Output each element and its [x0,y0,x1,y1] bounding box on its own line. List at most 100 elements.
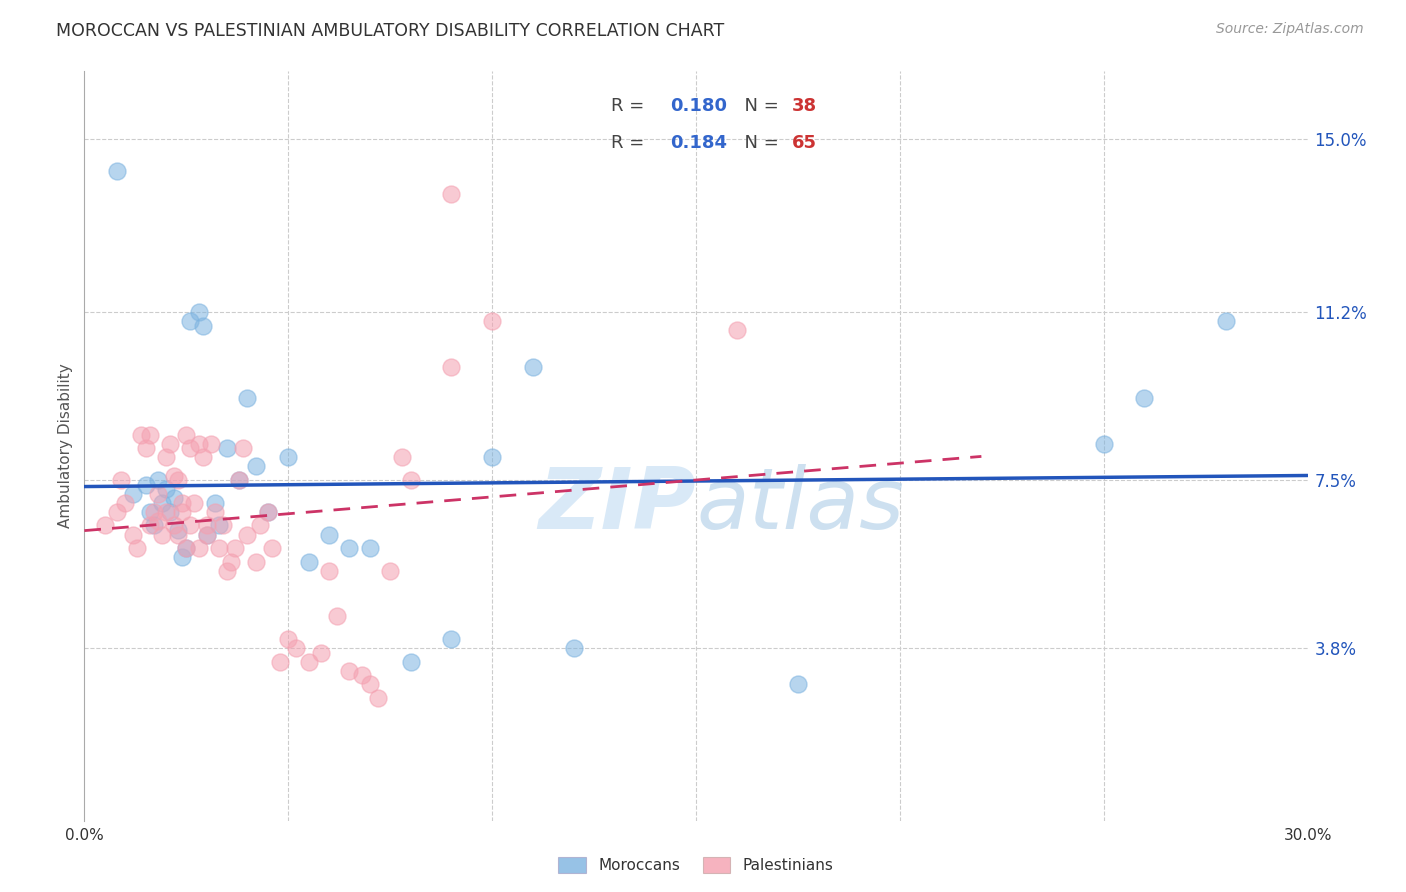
Point [150,527,173,541]
Text: Source: ZipAtlas.com: Source: ZipAtlas.com [1216,22,1364,37]
Point [135,442,157,456]
Text: 65: 65 [792,134,817,153]
Point [167,473,190,487]
Point [277,632,299,646]
Point [159,436,181,450]
Point [399,655,422,669]
Point [138,505,160,519]
Point [187,305,209,319]
Point [172,505,194,519]
Point [359,541,381,556]
Point [481,450,503,465]
Point [172,550,194,565]
Text: ZIP: ZIP [538,465,696,548]
Point [93,518,115,533]
Text: MOROCCAN VS PALESTINIAN AMBULATORY DISABILITY CORRELATION CHART: MOROCCAN VS PALESTINIAN AMBULATORY DISAB… [56,22,724,40]
Point [155,482,177,496]
Point [391,450,413,465]
Point [122,486,145,500]
Point [155,505,177,519]
Point [1133,392,1156,406]
Point [562,641,585,656]
Point [249,518,271,533]
Point [159,505,181,519]
Point [183,496,205,510]
Point [150,496,173,510]
Point [236,527,259,541]
Point [326,609,349,624]
Point [339,664,361,678]
Point [787,677,810,691]
Point [163,491,186,506]
Point [146,473,169,487]
Point [359,677,381,691]
Point [245,555,267,569]
Point [167,527,190,541]
Point [212,518,235,533]
Point [146,514,169,528]
Point [228,473,250,487]
Point [122,527,145,541]
Point [110,473,132,487]
Point [522,359,544,374]
Point [204,505,226,519]
Point [187,541,209,556]
Point [167,523,190,537]
Point [142,518,165,533]
Point [217,564,239,578]
Point [285,641,308,656]
Point [318,527,340,541]
Text: N =: N = [734,97,785,115]
Point [350,668,373,682]
Point [163,518,186,533]
Point [367,691,389,706]
Text: N =: N = [734,134,785,153]
Text: R =: R = [612,134,650,153]
Point [481,314,503,328]
Point [191,450,214,465]
Point [208,541,231,556]
Point [127,541,149,556]
Point [236,392,259,406]
Point [195,527,218,541]
Text: 0.180: 0.180 [669,97,727,115]
Text: atlas: atlas [696,465,904,548]
Legend: Moroccans, Palestinians: Moroccans, Palestinians [558,857,834,873]
Text: 0.184: 0.184 [669,134,727,153]
Point [219,555,242,569]
Y-axis label: Ambulatory Disability: Ambulatory Disability [58,364,73,528]
Point [187,436,209,450]
Point [174,427,197,442]
Point [339,541,361,556]
Point [309,646,332,660]
Point [179,518,201,533]
Point [155,450,177,465]
Point [1215,314,1237,328]
Point [298,655,321,669]
Point [200,436,222,450]
Point [195,518,218,533]
Point [191,318,214,333]
Point [269,655,291,669]
Point [195,527,218,541]
Point [114,496,136,510]
Point [105,164,128,178]
Point [298,555,321,569]
Point [131,427,153,442]
Point [135,477,157,491]
Point [179,314,201,328]
Text: R =: R = [612,97,650,115]
Point [440,186,463,201]
Point [399,473,422,487]
Point [224,541,246,556]
Point [1092,436,1115,450]
Point [138,427,160,442]
Point [174,541,197,556]
Point [257,505,280,519]
Text: 38: 38 [792,97,817,115]
Point [245,459,267,474]
Point [105,505,128,519]
Point [725,323,748,337]
Point [318,564,340,578]
Point [277,450,299,465]
